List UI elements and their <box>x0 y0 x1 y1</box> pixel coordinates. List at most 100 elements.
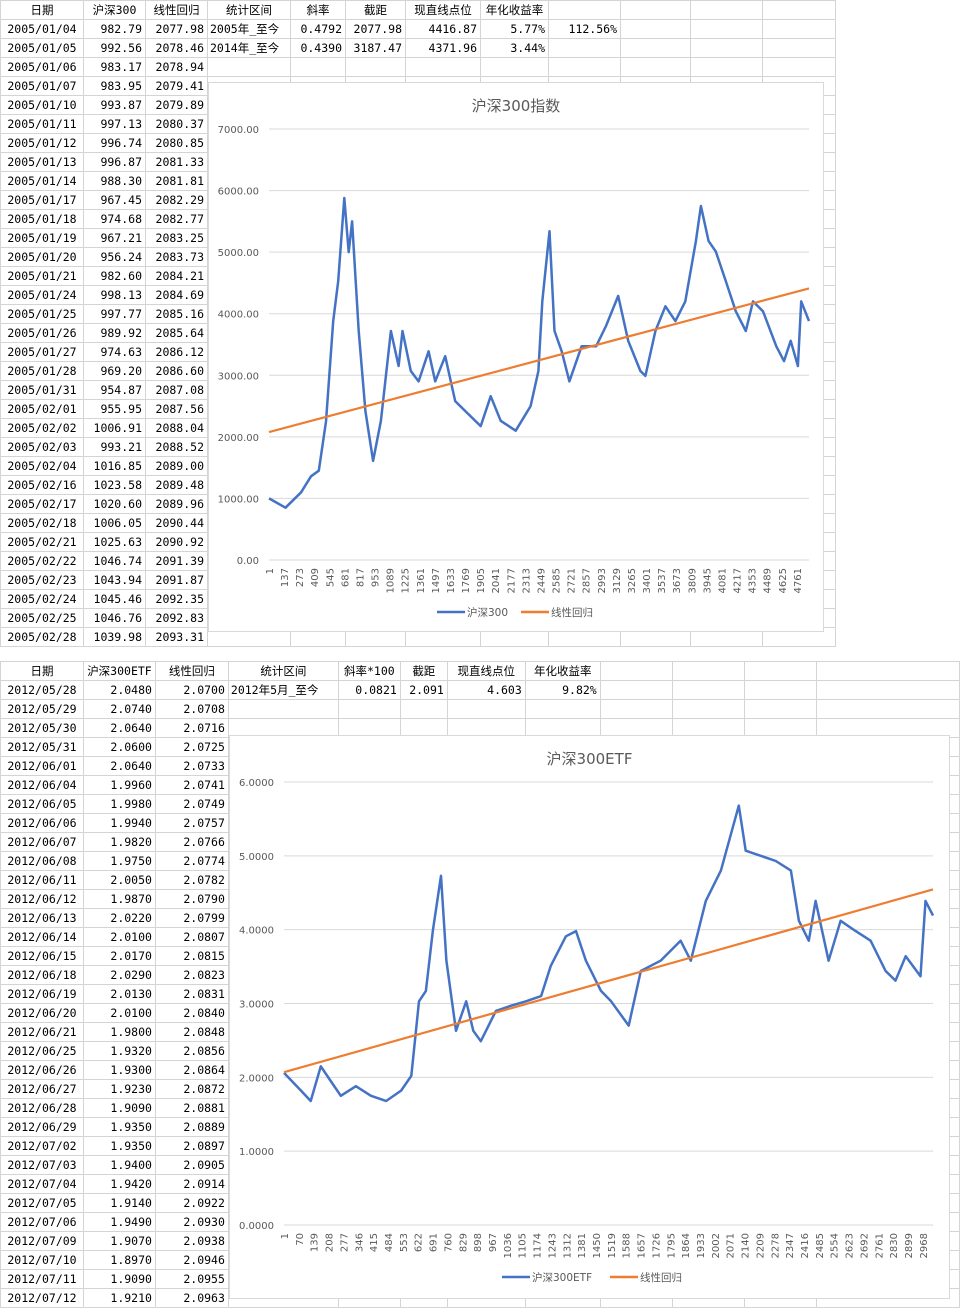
cell[interactable]: 2005/02/22 <box>0 551 84 571</box>
cell[interactable] <box>816 680 960 700</box>
cell[interactable]: 2.091 <box>399 680 448 700</box>
cell[interactable]: 2.0708 <box>154 699 229 719</box>
cell[interactable]: 988.30 <box>83 171 146 191</box>
cell[interactable]: 2012/06/08 <box>0 851 84 871</box>
cell[interactable]: 2.0100 <box>82 1003 156 1023</box>
cell[interactable]: 2.0130 <box>82 984 156 1004</box>
cell[interactable]: 2077.98 <box>145 19 208 39</box>
cell[interactable]: 1039.98 <box>83 627 146 647</box>
cell[interactable]: 2012/07/05 <box>0 1193 84 1213</box>
cell[interactable]: 2079.89 <box>145 95 208 115</box>
cell[interactable]: 2.0840 <box>154 1003 229 1023</box>
cell[interactable]: 2012/05/29 <box>0 699 84 719</box>
column-header[interactable]: 线性回归 <box>154 661 229 681</box>
cell[interactable]: 112.56% <box>548 19 621 39</box>
cell[interactable]: 1.9870 <box>82 889 156 909</box>
cell[interactable]: 1.9820 <box>82 832 156 852</box>
cell[interactable]: 2012/07/02 <box>0 1136 84 1156</box>
cell[interactable]: 2.0220 <box>82 908 156 928</box>
cell[interactable]: 2005/01/18 <box>0 209 84 229</box>
cell[interactable]: 1.9090 <box>82 1269 156 1289</box>
cell[interactable]: 2012/06/04 <box>0 775 84 795</box>
cell[interactable]: 1.9490 <box>82 1212 156 1232</box>
cell[interactable]: 993.21 <box>83 437 146 457</box>
cell[interactable]: 2012/05/31 <box>0 737 84 757</box>
cell[interactable]: 2005/02/01 <box>0 399 84 419</box>
cell[interactable]: 2005/02/28 <box>0 627 84 647</box>
cell[interactable]: 974.63 <box>83 342 146 362</box>
cell[interactable]: 2012/06/20 <box>0 1003 84 1023</box>
cell[interactable]: 2012/07/12 <box>0 1288 84 1308</box>
cell[interactable]: 2.0640 <box>82 756 156 776</box>
cell[interactable] <box>446 699 526 719</box>
cell[interactable] <box>337 699 401 719</box>
cell[interactable]: 2012/06/12 <box>0 889 84 909</box>
cell[interactable]: 2.0766 <box>154 832 229 852</box>
cell[interactable]: 2005/01/19 <box>0 228 84 248</box>
cell[interactable] <box>399 699 448 719</box>
csi300-index-chart[interactable]: 沪深300指数 0.00 1000.00 2000.00 3000.00 4000.00 5… <box>208 82 824 632</box>
cell[interactable]: 2092.83 <box>145 608 208 628</box>
cell[interactable]: 1025.63 <box>83 532 146 552</box>
cell[interactable]: 2.0725 <box>154 737 229 757</box>
cell[interactable]: 2012/07/10 <box>0 1250 84 1270</box>
cell[interactable]: 2.0872 <box>154 1079 229 1099</box>
cell[interactable]: 2012/06/28 <box>0 1098 84 1118</box>
cell[interactable]: 974.68 <box>83 209 146 229</box>
cell[interactable]: 2012/06/14 <box>0 927 84 947</box>
cell[interactable]: 2.0050 <box>82 870 156 890</box>
cell[interactable] <box>227 699 339 719</box>
cell[interactable]: 1.9230 <box>82 1079 156 1099</box>
cell[interactable] <box>762 57 836 77</box>
cell[interactable]: 2.0774 <box>154 851 229 871</box>
cell[interactable]: 2.0848 <box>154 1022 229 1042</box>
cell[interactable]: 955.95 <box>83 399 146 419</box>
cell[interactable] <box>816 699 960 719</box>
cell[interactable]: 996.87 <box>83 152 146 172</box>
cell[interactable]: 2005/01/28 <box>0 361 84 381</box>
cell[interactable] <box>744 680 818 700</box>
cell[interactable]: 5.77% <box>480 19 549 39</box>
cell[interactable]: 2.0963 <box>154 1288 229 1308</box>
cell[interactable]: 2012/06/07 <box>0 832 84 852</box>
cell[interactable]: 2012/06/29 <box>0 1117 84 1137</box>
cell[interactable] <box>524 699 601 719</box>
legend-label[interactable]: 线性回归 <box>640 1271 682 1284</box>
cell[interactable]: 1.9800 <box>82 1022 156 1042</box>
column-header[interactable]: 斜率*100 <box>337 661 401 681</box>
cell[interactable] <box>548 38 621 58</box>
cell[interactable]: 2.0799 <box>154 908 229 928</box>
cell[interactable]: 1.9320 <box>82 1041 156 1061</box>
cell[interactable]: 2005/01/21 <box>0 266 84 286</box>
cell[interactable]: 2.0716 <box>154 718 229 738</box>
cell[interactable]: 2.0600 <box>82 737 156 757</box>
cell[interactable]: 1006.91 <box>83 418 146 438</box>
cell[interactable]: 1.9350 <box>82 1136 156 1156</box>
cell[interactable] <box>690 38 763 58</box>
column-header[interactable]: 截距 <box>399 661 448 681</box>
cell[interactable]: 2090.92 <box>145 532 208 552</box>
cell[interactable]: 2014年_至今 <box>207 38 291 58</box>
cell[interactable]: 2012/06/21 <box>0 1022 84 1042</box>
cell[interactable]: 2005/01/06 <box>0 57 84 77</box>
cell[interactable]: 2012/07/11 <box>0 1269 84 1289</box>
column-header[interactable]: 线性回归 <box>145 0 208 20</box>
cell[interactable]: 2080.85 <box>145 133 208 153</box>
csi300-etf-chart[interactable]: 沪深300ETF 0.0000 1.0000 2.0000 3.0000 4.0000 5.… <box>229 735 950 1299</box>
cell[interactable]: 969.20 <box>83 361 146 381</box>
cell[interactable]: 2005/02/21 <box>0 532 84 552</box>
column-header[interactable] <box>690 0 763 20</box>
cell[interactable] <box>480 57 549 77</box>
cell[interactable]: 2005/02/03 <box>0 437 84 457</box>
cell[interactable]: 2082.77 <box>145 209 208 229</box>
cell[interactable]: 2005/02/18 <box>0 513 84 533</box>
cell[interactable]: 9.82% <box>524 680 601 700</box>
cell[interactable]: 2.0938 <box>154 1231 229 1251</box>
cell[interactable]: 2.0922 <box>154 1193 229 1213</box>
cell[interactable] <box>620 57 691 77</box>
cell[interactable]: 2089.00 <box>145 456 208 476</box>
cell[interactable]: 2085.64 <box>145 323 208 343</box>
cell[interactable]: 1046.76 <box>83 608 146 628</box>
cell[interactable]: 2.0856 <box>154 1041 229 1061</box>
cell[interactable]: 2005/02/23 <box>0 570 84 590</box>
